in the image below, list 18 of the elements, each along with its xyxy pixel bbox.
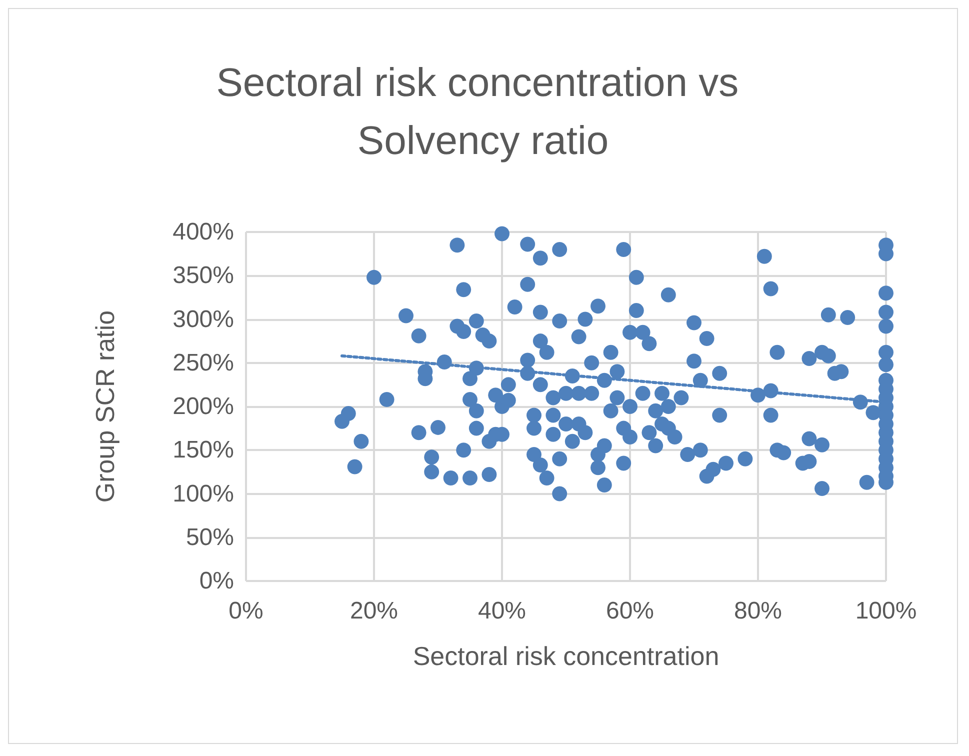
y-tick-label: 150% xyxy=(172,436,234,464)
x-tick-label: 100% xyxy=(855,598,917,624)
x-tick-label: 40% xyxy=(478,598,526,624)
x-tick-label: 80% xyxy=(734,598,782,624)
y-axis-title: Group SCR ratio xyxy=(90,310,120,503)
y-tick-label: 400% xyxy=(172,218,234,246)
chart-title: Sectoral risk concentration vs Solvency ratio xyxy=(216,61,750,163)
y-tick-label: 250% xyxy=(172,349,234,376)
x-tick-label: 60% xyxy=(606,598,654,624)
y-tick-label: 200% xyxy=(172,393,234,420)
y-tick-label: 300% xyxy=(172,306,234,333)
y-tick-label: 50% xyxy=(186,524,234,551)
y-tick-label: 100% xyxy=(172,480,234,508)
x-tick-label: 0% xyxy=(228,598,264,624)
y-tick-label: 350% xyxy=(172,262,234,290)
y-tick-label: 0% xyxy=(199,568,234,594)
x-axis-title: Sectoral risk concentration xyxy=(412,641,720,671)
x-tick-label: 20% xyxy=(350,598,398,624)
